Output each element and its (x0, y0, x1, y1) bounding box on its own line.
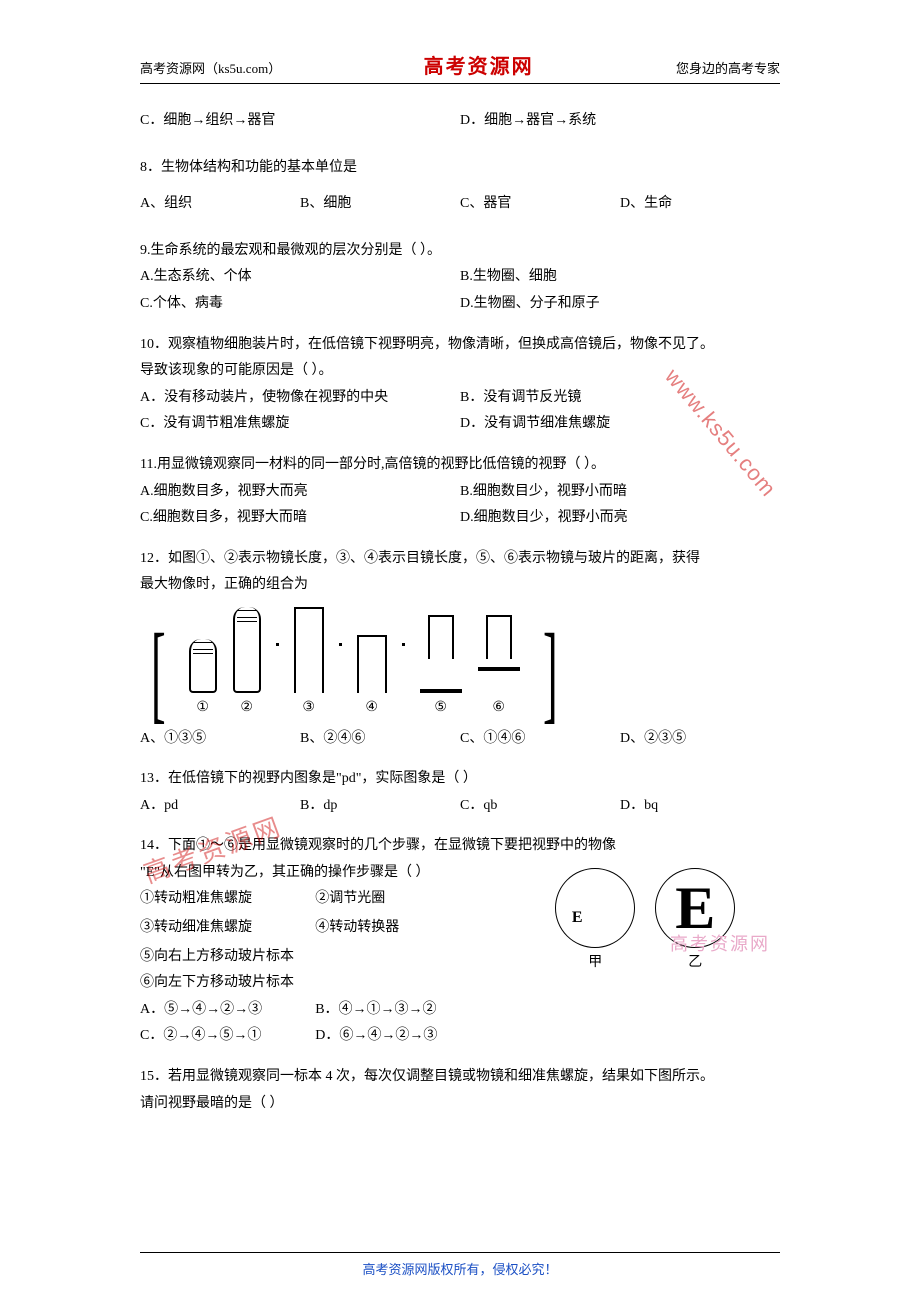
q9-opt-c: C.个体、病毒 (140, 291, 460, 318)
q7-opt-c: C．细胞→组织→器官 (140, 108, 460, 135)
q11-opt-b: B.细胞数目少，视野小而暗 (460, 479, 780, 506)
q14-step-6: ⑥向左下方移动玻片标本 (140, 970, 490, 997)
header-right: 您身边的高考专家 (676, 58, 780, 77)
q13: 13．在低倍镜下的视野内图象是"pd"，实际图象是（ ） A．pd B．dp C… (140, 766, 780, 819)
q12-dist-5: ⑤ (420, 615, 462, 722)
q9: 9.生命系统的最宏观和最微观的层次分别是（ ）。 A.生态系统、个体 B.生物圈… (140, 238, 780, 318)
q14-circle-jia: E (555, 868, 635, 948)
q14-stem2: "E"从右图甲转为乙，其正确的操作步骤是（ ） (140, 860, 490, 887)
q14-step-1: ①转动粗准焦螺旋 (140, 886, 315, 913)
q10-opt-a: A．没有移动装片，使物像在视野的中央 (140, 385, 460, 412)
q14-e-big: E (675, 878, 715, 938)
q11-opt-a: A.细胞数目多，视野大而亮 (140, 479, 460, 506)
q14-figure: E 甲 E 乙 (510, 860, 780, 1050)
q12: 12．如图①、②表示物镜长度，③、④表示目镜长度，⑤、⑥表示物镜与玻片的距离，获… (140, 546, 780, 752)
q12-lens-1: ① (189, 639, 217, 722)
q7-options: C．细胞→组织→器官 D．细胞→器官→系统 (140, 108, 780, 135)
q8-opt-d: D、生命 (620, 191, 780, 218)
q14: 14．下面①～⑥是用显微镜观察时的几个步骤，在显微镜下要把视野中的物像 "E"从… (140, 833, 780, 1050)
q12-opt-d: D、②③⑤ (620, 726, 780, 753)
q14-step-5: ⑤向右上方移动玻片标本 (140, 944, 490, 971)
dot-icon (339, 643, 342, 646)
q14-opt-a: A．⑤→④→②→③ (140, 997, 315, 1024)
q9-opt-d: D.生物圈、分子和原子 (460, 291, 780, 318)
q10-stem1: 10．观察植物细胞装片时，在低倍镜下视野明亮，物像清晰，但换成高倍镜后，物像不见… (140, 332, 780, 359)
bracket-right-icon: ] (543, 623, 558, 722)
q12-stem2: 最大物像时，正确的组合为 (140, 572, 780, 599)
q12-figure: [ ① ② ③ ④ (140, 607, 780, 722)
q10-stem2: 导致该现象的可能原因是（ ）。 (140, 358, 780, 385)
q12-label-1: ① (196, 695, 209, 722)
q14-step-3: ③转动细准焦螺旋 (140, 915, 315, 942)
q11: 11.用显微镜观察同一材料的同一部分时,高倍镜的视野比低倍镜的视野（ ）。 A.… (140, 452, 780, 532)
q12-opt-b: B、②④⑥ (300, 726, 460, 753)
q12-lens-2: ② (233, 607, 261, 722)
q12-label-6: ⑥ (492, 695, 505, 722)
q11-opt-d: D.细胞数目少，视野小而亮 (460, 505, 780, 532)
q7-opt-d: D．细胞→器官→系统 (460, 108, 780, 135)
q13-opt-c: C．qb (460, 793, 620, 820)
q14-opt-d: D．⑥→④→②→③ (315, 1023, 490, 1050)
q13-opt-d: D．bq (620, 793, 780, 820)
q13-opt-b: B．dp (300, 793, 460, 820)
q12-label-5: ⑤ (434, 695, 447, 722)
q14-label-jia: 甲 (555, 950, 635, 977)
q10-opt-c: C．没有调节粗准焦螺旋 (140, 411, 460, 438)
q12-label-4: ④ (365, 695, 378, 722)
q12-label-2: ② (240, 695, 253, 722)
q9-opt-a: A.生态系统、个体 (140, 264, 460, 291)
q10: 10．观察植物细胞装片时，在低倍镜下视野明亮，物像清晰，但换成高倍镜后，物像不见… (140, 332, 780, 438)
q8-opt-c: C、器官 (460, 191, 620, 218)
q14-label-yi: 乙 (655, 950, 735, 977)
page-footer: 高考资源网版权所有，侵权必究！ (140, 1252, 780, 1278)
q14-opt-b: B．④→①→③→② (315, 997, 490, 1024)
dot-icon (276, 643, 279, 646)
content: C．细胞→组织→器官 D．细胞→器官→系统 8．生物体结构和功能的基本单位是 A… (140, 108, 780, 1117)
q14-stem1: 14．下面①～⑥是用显微镜观察时的几个步骤，在显微镜下要把视野中的物像 (140, 833, 780, 860)
q10-opt-d: D．没有调节细准焦螺旋 (460, 411, 780, 438)
q9-opt-b: B.生物圈、细胞 (460, 264, 780, 291)
q13-stem: 13．在低倍镜下的视野内图象是"pd"，实际图象是（ ） (140, 766, 780, 793)
q10-opt-b: B．没有调节反光镜 (460, 385, 780, 412)
q8-stem: 8．生物体结构和功能的基本单位是 (140, 155, 780, 182)
q14-e-small: E (572, 903, 583, 933)
q12-lens-4: ④ (357, 635, 387, 722)
q14-step-4: ④转动转换器 (315, 915, 490, 942)
q9-stem: 9.生命系统的最宏观和最微观的层次分别是（ ）。 (140, 238, 780, 265)
q12-dist-6: ⑥ (478, 615, 520, 722)
q15-stem1: 15．若用显微镜观察同一标本 4 次，每次仅调整目镜或物镜和细准焦螺旋，结果如下… (140, 1064, 780, 1091)
q11-opt-c: C.细胞数目多，视野大而暗 (140, 505, 460, 532)
q12-lens-3: ③ (294, 607, 324, 722)
q15-stem2: 请问视野最暗的是（ ） (140, 1091, 780, 1118)
dot-icon (402, 643, 405, 646)
header-logo-text: 高考资源网 (424, 50, 534, 79)
q8-opt-a: A、组织 (140, 191, 300, 218)
q12-label-3: ③ (302, 695, 315, 722)
q8-opt-b: B、细胞 (300, 191, 460, 218)
q14-step-2: ②调节光圈 (315, 886, 490, 913)
q12-opt-c: C、①④⑥ (460, 726, 620, 753)
q8: 8．生物体结构和功能的基本单位是 A、组织 B、细胞 C、器官 D、生命 (140, 155, 780, 218)
q14-opt-c: C．②→④→⑤→① (140, 1023, 315, 1050)
q15: 15．若用显微镜观察同一标本 4 次，每次仅调整目镜或物镜和细准焦螺旋，结果如下… (140, 1064, 780, 1117)
q14-circle-yi: E (655, 868, 735, 948)
page-header: 高考资源网（ks5u.com） 高考资源网 您身边的高考专家 (140, 50, 780, 84)
q11-stem: 11.用显微镜观察同一材料的同一部分时,高倍镜的视野比低倍镜的视野（ ）。 (140, 452, 780, 479)
q13-opt-a: A．pd (140, 793, 300, 820)
bracket-left-icon: [ (151, 623, 166, 722)
header-left: 高考资源网（ks5u.com） (140, 58, 281, 77)
q12-stem1: 12．如图①、②表示物镜长度，③、④表示目镜长度，⑤、⑥表示物镜与玻片的距离，获… (140, 546, 780, 573)
